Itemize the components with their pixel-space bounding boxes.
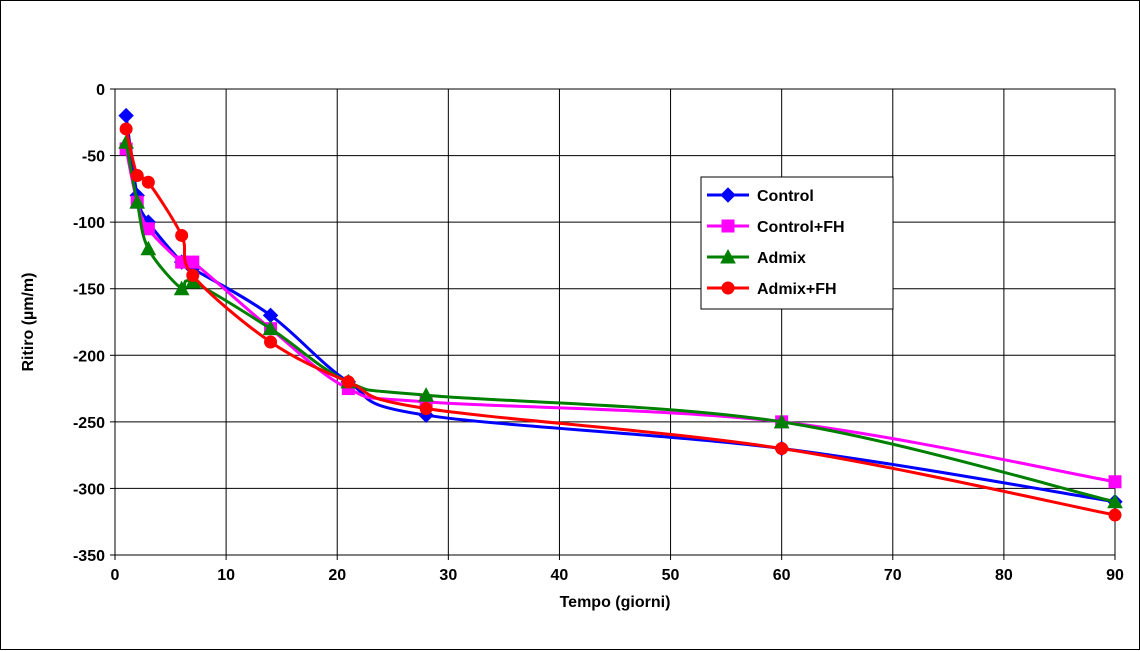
data-point-admix [773,413,790,429]
y-tick-label: 0 [96,82,105,99]
y-tick-label: -200 [73,348,105,365]
data-point-admix-fh [264,335,278,349]
data-point-control-fh [186,255,200,269]
series-line-admix-fh [124,128,1116,517]
y-tick-label: -100 [73,215,105,232]
grid-lines [115,89,1115,555]
data-point-admix [129,194,146,209]
x-tick-label: 60 [773,567,791,584]
y-tick-label: -150 [73,282,105,299]
data-point-admix-fh [186,268,200,282]
legend-swatch-marker [720,248,736,264]
axis-ticks: 0 10 20 30 40 50 60 70 80 90 0 -50 -100 -150 -200 -250 -… [73,82,1124,584]
legend-swatch-marker [720,187,736,203]
data-point-admix-fh [1108,508,1122,522]
data-point-admix-fh [141,175,155,189]
y-tick-label: -250 [73,415,105,432]
series-layer [118,107,1123,522]
data-point-admix-fh [419,402,433,416]
x-axis-title: Tempo (giorni) [560,594,671,611]
data-point-admix [262,320,279,336]
x-tick-label: 90 [1106,567,1124,584]
data-point-control-fh [1108,475,1122,489]
data-point-admix [140,240,157,256]
data-point-admix-fh [130,169,144,183]
legend: Control Control+FH Admix Admix+FH [700,176,894,310]
data-point-admix-fh [341,375,355,389]
data-point-admix-fh [119,122,133,136]
data-point-admix-fh [175,228,189,242]
series-admix-fh [119,122,1122,522]
legend-item-admix: Admix [707,248,806,267]
series-control [118,107,1123,510]
x-tick-label: 0 [111,567,120,584]
y-tick-label: -350 [73,548,105,565]
series-line-admix [124,141,1116,504]
legend-label: Admix+FH [757,281,837,298]
data-point-control [118,107,134,124]
legend-label: Admix [757,250,806,267]
data-point-admix [418,387,434,402]
x-tick-label: 20 [328,567,346,584]
plot-area [114,88,1116,556]
series-line-control [124,115,1116,504]
legend-item-admix-fh: Admix+FH [707,281,837,298]
legend-label: Control+FH [757,219,845,236]
x-tick-label: 30 [439,567,457,584]
legend-item-control: Control [707,187,814,205]
x-tick-label: 80 [995,567,1013,584]
legend-label: Control [757,188,814,205]
data-point-admix-fh [775,441,789,455]
y-tick-label: -300 [73,481,105,498]
legend-item-control-fh: Control+FH [707,219,845,236]
data-point-admix [1107,493,1123,509]
y-tick-label: -50 [82,149,105,166]
y-axis-title: Ritiro (µm/m) [20,273,37,372]
x-tick-label: 70 [884,567,902,584]
legend-swatch-marker [721,281,735,295]
x-tick-label: 40 [551,567,569,584]
x-tick-label: 10 [217,567,235,584]
legend-swatch-marker [721,219,735,233]
x-tick-label: 50 [662,567,680,584]
